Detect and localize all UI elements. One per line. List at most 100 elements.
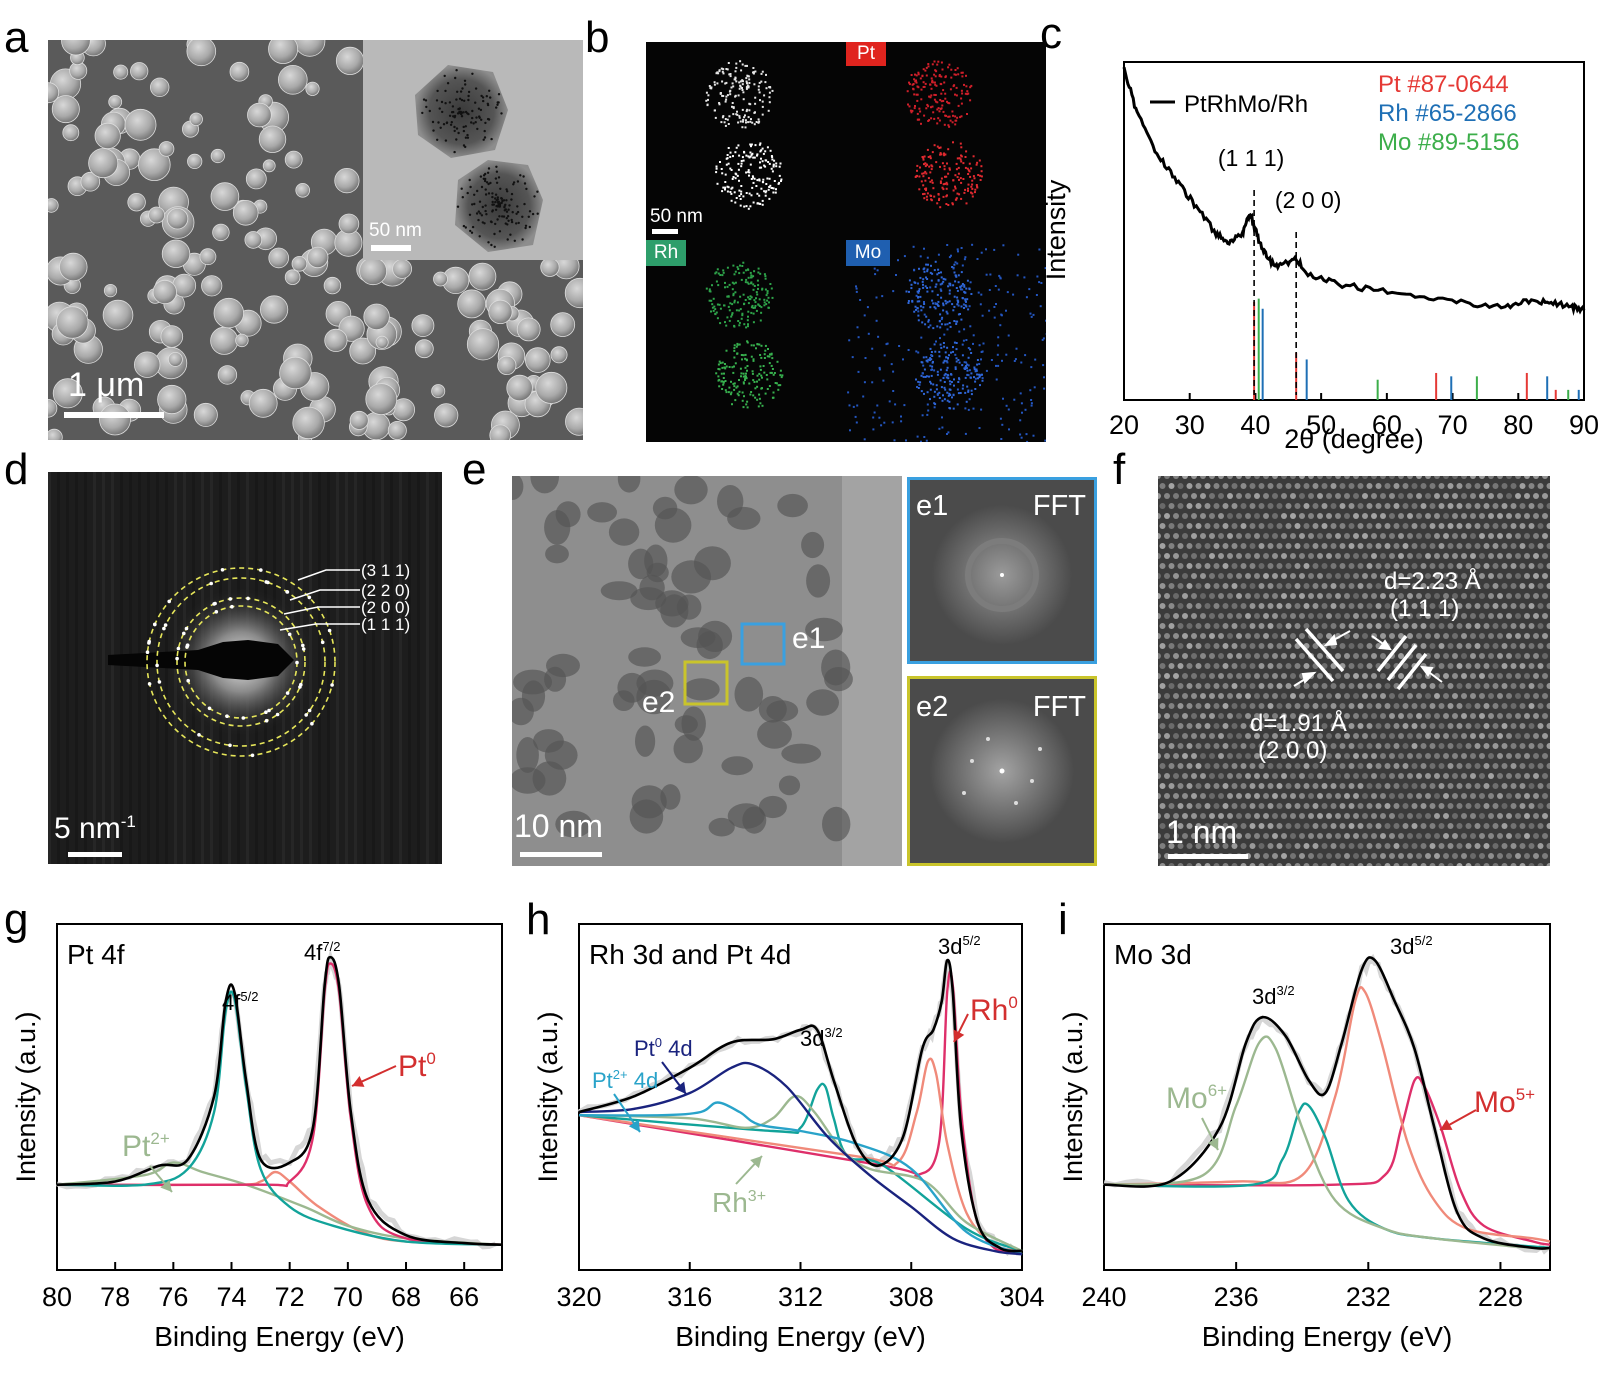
xrd-xtick-label: 40 xyxy=(1240,410,1270,440)
lattice-scale-label: 1 nm xyxy=(1166,814,1238,850)
xps-rh3d-chart: 320 316 312 308 304 Rh 3d and Pt 4d Intensity … xyxy=(533,923,1045,1352)
i-annotation-0: 3d3/2 xyxy=(1252,983,1295,1009)
saed-ring-220: (2 2 0) xyxy=(361,581,410,600)
g-xtick-label: 76 xyxy=(158,1282,188,1312)
xrd-series-line xyxy=(1122,66,1586,316)
h-annotation-2: Rh0 xyxy=(970,993,1018,1027)
xrd-ylabel: Intensity xyxy=(1041,179,1071,280)
i-xlabel: Binding Energy (eV) xyxy=(1202,1321,1453,1352)
xrd-peak-111: (1 1 1) xyxy=(1218,145,1284,171)
inset-scale-bar xyxy=(371,245,411,251)
lattice-plane-111: (1 1 1) xyxy=(1390,595,1460,622)
saed-ring-200: (2 0 0) xyxy=(361,598,410,617)
g-title: Pt 4f xyxy=(67,939,125,970)
i-annotation-1: 3d5/2 xyxy=(1390,933,1433,959)
eds-tag-pt: Pt xyxy=(846,42,886,66)
eds-tag-rh: Rh xyxy=(646,240,686,266)
i-series-1 xyxy=(1103,1035,1551,1250)
fft-e1-svg xyxy=(932,505,1072,645)
lattice-svg xyxy=(1158,476,1550,866)
g-xtick-label: 72 xyxy=(275,1282,305,1312)
panel-label-a: a xyxy=(4,13,29,62)
eds-tag-mo: Mo xyxy=(846,240,890,266)
g-plot-frame xyxy=(56,923,503,1271)
fft-e2-svg xyxy=(930,699,1074,843)
i-xtick-label: 236 xyxy=(1214,1282,1259,1312)
h-series-2 xyxy=(578,1101,1023,1256)
g-series-1 xyxy=(56,990,503,1246)
tem-inset: 50 nm xyxy=(363,40,583,260)
h-ylabel: Intensity (a.u.) xyxy=(533,1011,563,1182)
xrd-xtick-label: 30 xyxy=(1175,410,1205,440)
i-annotation-2: Mo6+ xyxy=(1166,1081,1227,1115)
i-annotation-3: Mo5+ xyxy=(1474,1085,1535,1119)
h-series-0 xyxy=(578,958,1023,1253)
annotation-arrowhead xyxy=(352,1075,365,1087)
i-xtick-label: 232 xyxy=(1346,1282,1391,1312)
h-series-1 xyxy=(578,1061,1023,1256)
h-title: Rh 3d and Pt 4d xyxy=(589,939,791,970)
xrd-xtick-label: 60 xyxy=(1372,410,1402,440)
panel-label-d: d xyxy=(4,445,29,494)
h-annotation-0: 3d3/2 xyxy=(800,1025,843,1051)
saed-ring-111: (1 1 1) xyxy=(361,615,410,634)
g-xtick-label: 74 xyxy=(216,1282,246,1312)
fft-e1-tag: e1 xyxy=(916,490,949,522)
xps-mo3d-chart: 240 236 232 228 Mo 3d Intensity (a.u.) Binding… xyxy=(1058,923,1551,1352)
h-series-3 xyxy=(578,1094,1023,1253)
eds-scale-bar xyxy=(652,229,678,234)
h-annotation-3: Pt0 4d xyxy=(634,1035,693,1061)
g-xtick-label: 78 xyxy=(100,1282,130,1312)
saed-svg: (3 1 1) (2 2 0) (2 0 0) (1 1 1) xyxy=(48,472,438,864)
tem-inset-particles xyxy=(415,65,543,252)
xrd-chart: 20 30 40 50 60 70 80 90 Intensity 2θ (degree) P… xyxy=(1041,61,1599,454)
inset-scale-label: 50 nm xyxy=(369,220,422,241)
lattice-image: d=2.23 Å (1 1 1) d=1.91 Å (2 0 0) 1 nm xyxy=(1158,476,1550,866)
h-series-6 xyxy=(578,970,1023,1253)
h-annotation-1: 3d5/2 xyxy=(938,933,981,959)
panel-label-e: e xyxy=(462,445,487,494)
g-xlabel: Binding Energy (eV) xyxy=(154,1321,405,1352)
g-xtick-label: 70 xyxy=(333,1282,363,1312)
annotation-arrowhead xyxy=(953,1029,965,1042)
hrtem-scale-label: 10 nm xyxy=(514,808,603,844)
xrd-xtick-label: 90 xyxy=(1569,410,1599,440)
sem-particles xyxy=(48,40,583,440)
sem-image: 50 nm 1 μm xyxy=(48,40,583,440)
h-annotation-4: Pt2+ 4d xyxy=(592,1067,658,1093)
eds-scale-label: 50 nm xyxy=(650,206,703,227)
annotation-arrowhead xyxy=(750,1156,762,1169)
panel-label-f: f xyxy=(1113,445,1126,494)
annotation-arrowhead xyxy=(674,1081,686,1094)
fft-e1: e1 FFT xyxy=(907,477,1097,664)
sem-scale-label: 1 μm xyxy=(68,366,145,404)
xps-pt4f-chart: 80 78 76 74 72 70 68 66 Pt 4f Intensity (a.u.) Bin… xyxy=(11,923,503,1352)
fft-e2: e2 FFT xyxy=(907,676,1097,866)
g-series-2 xyxy=(56,962,503,1246)
xrd-ref-mo: Mo #89-5156 xyxy=(1378,129,1519,156)
panel-label-i: i xyxy=(1058,895,1068,944)
g-ylabel: Intensity (a.u.) xyxy=(11,1011,41,1182)
h-xtick-label: 320 xyxy=(556,1282,601,1312)
annotation-arrowhead xyxy=(160,1179,172,1192)
g-series-4 xyxy=(56,1170,503,1246)
xrd-ref-rh: Rh #65-2866 xyxy=(1378,100,1517,127)
i-plot-frame xyxy=(1103,923,1551,1271)
xrd-xtick-label: 80 xyxy=(1503,410,1533,440)
panel-label-g: g xyxy=(4,895,29,944)
xrd-legend-label: PtRhMo/Rh xyxy=(1184,91,1308,118)
g-annotation-3: Pt2+ xyxy=(122,1129,170,1163)
h-xtick-label: 316 xyxy=(667,1282,712,1312)
g-series-0 xyxy=(56,955,503,1246)
saed-pattern: (3 1 1) (2 2 0) (2 0 0) (1 1 1) 5 nm-1 xyxy=(48,472,442,864)
i-series-0 xyxy=(1103,956,1551,1250)
h-annotation-5: Rh3+ xyxy=(712,1187,766,1218)
saed-ring-311: (3 1 1) xyxy=(361,561,410,580)
sem-scale-bar xyxy=(64,412,164,418)
fft-e1-label: FFT xyxy=(1032,490,1086,522)
annotation-arrowhead xyxy=(1207,1137,1219,1150)
hrtem-scale-bar xyxy=(520,852,602,857)
lattice-d200: d=1.91 Å xyxy=(1250,710,1347,737)
g-raw-data xyxy=(56,948,497,1250)
annotation-arrowhead xyxy=(628,1119,640,1132)
